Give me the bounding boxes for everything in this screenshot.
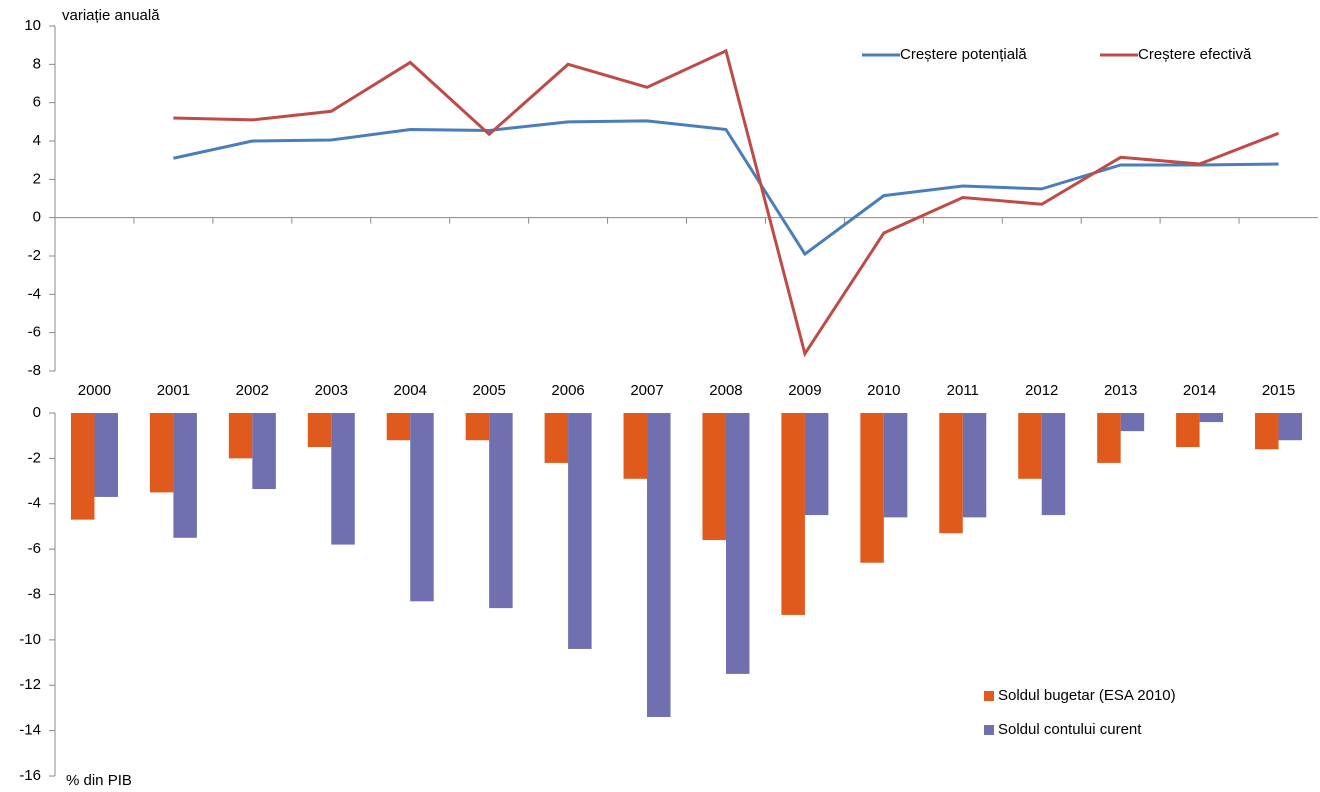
x-tick-label: 2004	[394, 382, 427, 399]
y-tick-label: -6	[28, 324, 41, 341]
bar	[1278, 413, 1303, 441]
bar	[804, 413, 829, 516]
y-tick-label: -4	[28, 495, 41, 512]
bar	[70, 413, 95, 520]
x-tick-label: 2005	[472, 382, 505, 399]
legend-label: Creștere potențială	[900, 46, 1027, 63]
y-axis-label: variație anuală	[62, 7, 160, 24]
y-tick-label: -2	[28, 449, 41, 466]
bar	[489, 413, 513, 609]
x-tick-label: 2014	[1183, 382, 1216, 399]
bar	[1255, 413, 1279, 450]
bar	[962, 413, 987, 518]
x-tick-label: 2006	[551, 382, 584, 399]
bar	[1199, 413, 1224, 423]
y-tick-label: 4	[33, 132, 41, 149]
bar	[1097, 413, 1121, 463]
legend-label: Soldul contului curent	[998, 721, 1142, 738]
x-tick-label: 2001	[157, 382, 190, 399]
legend-label: Creștere efectivă	[1138, 46, 1252, 63]
bar	[781, 413, 805, 615]
bar	[939, 413, 963, 534]
y-tick-label: -8	[28, 362, 41, 379]
bar	[702, 413, 726, 541]
y-tick-label: 2	[33, 170, 41, 187]
y-tick-label: 6	[33, 94, 41, 111]
y-axis-label: % din PIB	[66, 772, 132, 789]
bar	[623, 413, 648, 479]
y-tick-label: -4	[28, 285, 41, 302]
y-tick-label: -8	[28, 585, 41, 602]
bar	[465, 413, 490, 441]
y-tick-label: 0	[33, 404, 41, 421]
y-tick-label: 10	[24, 17, 41, 34]
bar	[149, 413, 174, 493]
y-tick-label: 0	[33, 209, 41, 226]
line-series	[173, 48, 1280, 358]
bar	[568, 413, 592, 649]
x-tick-label: 2008	[709, 382, 742, 399]
x-tick-label: 2000	[78, 382, 111, 399]
y-tick-label: 8	[33, 55, 41, 72]
bar	[1120, 413, 1145, 432]
x-tick-label: 2007	[630, 382, 663, 399]
x-tick-label: 2012	[1025, 382, 1058, 399]
line-series	[173, 119, 1279, 257]
y-tick-label: -12	[19, 676, 41, 693]
bar	[228, 413, 253, 459]
y-tick-label: -2	[28, 247, 41, 264]
bar	[544, 413, 569, 463]
bar	[386, 413, 411, 441]
bar	[883, 413, 908, 518]
y-tick-label: -6	[28, 540, 41, 557]
legend-label: Soldul bugetar (ESA 2010)	[998, 687, 1176, 704]
x-tick-label: 2013	[1104, 382, 1137, 399]
bar	[860, 413, 884, 563]
bar	[1176, 413, 1200, 448]
x-tick-label: 2003	[315, 382, 348, 399]
x-tick-label: 2011	[947, 382, 979, 399]
x-tick-label: 2009	[788, 382, 821, 399]
bar	[725, 413, 750, 674]
y-tick-label: -10	[19, 631, 41, 648]
bar	[1041, 413, 1066, 516]
bar	[252, 413, 276, 490]
bar	[173, 413, 197, 538]
bar	[307, 413, 332, 448]
legend-swatch	[984, 691, 994, 701]
bar	[1018, 413, 1042, 479]
bar	[331, 413, 355, 545]
bar	[94, 413, 118, 497]
legend-swatch	[984, 725, 994, 735]
x-tick-label: 2002	[236, 382, 269, 399]
y-tick-label: -16	[19, 767, 41, 784]
x-tick-label: 2015	[1262, 382, 1295, 399]
x-tick-label: 2010	[867, 382, 900, 399]
bar	[647, 413, 671, 718]
y-tick-label: -14	[19, 722, 41, 739]
bar	[410, 413, 434, 602]
